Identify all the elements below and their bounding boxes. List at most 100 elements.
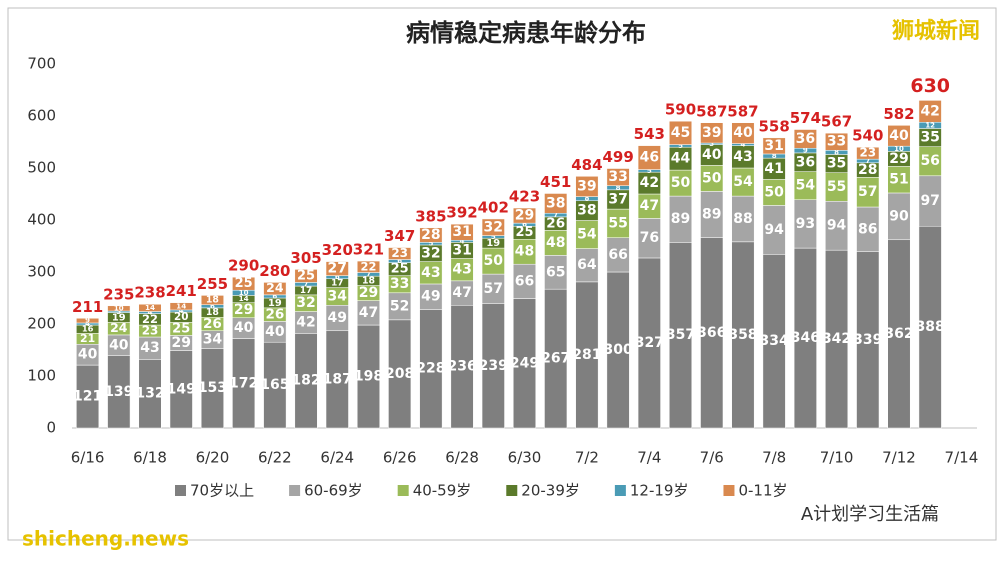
bar-segment xyxy=(107,305,131,312)
bar-segment xyxy=(669,120,693,145)
x-tick-label: 7/4 xyxy=(637,449,661,467)
segment-label: 49 xyxy=(328,310,347,326)
segment-label: 19 xyxy=(268,298,282,309)
segment-label: 57 xyxy=(484,281,503,297)
segment-label: 23 xyxy=(142,324,159,338)
total-label: 587 xyxy=(727,102,758,120)
segment-label: 342 xyxy=(822,331,851,347)
segment-label: 165 xyxy=(260,377,289,393)
bar-segment xyxy=(294,269,318,283)
segment-label: 339 xyxy=(853,332,882,348)
total-label: 574 xyxy=(790,109,821,127)
segment-label: 36 xyxy=(796,154,815,170)
segment-label: 40 xyxy=(265,324,285,340)
segment-label: 5 xyxy=(428,240,433,248)
bar-segment xyxy=(450,223,474,241)
bar-segment xyxy=(762,137,786,155)
total-label: 238 xyxy=(134,284,165,302)
legend-swatch xyxy=(506,485,518,496)
segment-label: 90 xyxy=(889,208,909,224)
segment-label: 10 xyxy=(894,145,904,153)
total-label: 235 xyxy=(103,285,134,303)
segment-label: 228 xyxy=(416,361,445,377)
x-tick-label: 6/22 xyxy=(258,449,292,467)
x-tick-label: 6/30 xyxy=(508,449,542,467)
segment-label: 153 xyxy=(198,380,227,396)
total-label: 540 xyxy=(852,127,883,145)
segment-label: 25 xyxy=(515,225,533,240)
total-label: 630 xyxy=(910,75,950,97)
bar-segment xyxy=(575,176,599,197)
segment-label: 281 xyxy=(572,347,601,363)
segment-label: 93 xyxy=(796,216,815,232)
segment-label: 6 xyxy=(522,221,527,229)
segment-label: 38 xyxy=(546,195,565,211)
segment-label: 39 xyxy=(702,125,721,141)
segment-label: 25 xyxy=(297,268,315,283)
segment-label: 49 xyxy=(421,289,440,305)
bar-segment xyxy=(544,193,568,214)
segment-label: 29 xyxy=(234,302,253,318)
segment-label: 33 xyxy=(390,276,409,292)
total-label: 402 xyxy=(478,198,509,216)
segment-label: 33 xyxy=(608,169,627,185)
segment-label: 25 xyxy=(172,321,190,336)
y-tick-label: 400 xyxy=(27,211,56,229)
segment-label: 249 xyxy=(510,355,539,371)
y-tick-label: 300 xyxy=(27,263,56,281)
bar-segment xyxy=(76,318,100,324)
bar-segment xyxy=(200,295,224,306)
segment-label: 54 xyxy=(733,174,753,190)
segment-label: 35 xyxy=(920,130,939,146)
segment-label: 35 xyxy=(827,156,846,172)
total-label: 385 xyxy=(415,207,446,225)
total-label: 241 xyxy=(166,282,197,300)
total-label: 587 xyxy=(696,102,727,120)
segment-label: 17 xyxy=(300,286,312,296)
x-tick-label: 7/6 xyxy=(700,449,724,467)
segment-label: 54 xyxy=(577,227,597,243)
segment-label: 346 xyxy=(791,330,820,346)
segment-label: 48 xyxy=(546,235,565,251)
total-label: 211 xyxy=(72,298,103,316)
segment-label: 40 xyxy=(78,347,98,363)
segment-label: 17 xyxy=(331,279,343,289)
segment-label: 32 xyxy=(484,219,503,235)
credit: A计划学习生活篇 xyxy=(801,504,939,525)
segment-label: 4 xyxy=(460,237,465,245)
segment-label: 42 xyxy=(640,175,659,191)
total-label: 582 xyxy=(883,105,914,123)
segment-label: 76 xyxy=(640,230,659,246)
segment-label: 40 xyxy=(234,320,254,336)
segment-label: 9 xyxy=(85,317,90,325)
segment-label: 37 xyxy=(608,191,627,207)
segment-label: 31 xyxy=(452,224,471,240)
segment-label: 89 xyxy=(671,211,690,227)
segment-label: 40 xyxy=(702,147,722,163)
segment-label: 236 xyxy=(447,359,476,375)
legend-swatch xyxy=(723,485,735,496)
segment-label: 29 xyxy=(515,208,534,224)
y-tick-label: 0 xyxy=(46,419,56,437)
segment-label: 28 xyxy=(858,162,877,178)
segment-label: 26 xyxy=(265,307,284,323)
segment-label: 24 xyxy=(110,320,128,335)
segment-label: 89 xyxy=(702,207,721,223)
segment-label: 31 xyxy=(452,242,471,258)
total-label: 321 xyxy=(353,241,384,259)
bar-segment xyxy=(169,302,193,311)
segment-label: 208 xyxy=(385,366,414,382)
segment-label: 5 xyxy=(491,233,496,241)
segment-label: 10 xyxy=(239,289,249,297)
segment-label: 18 xyxy=(362,275,375,286)
watermark: 狮城新闻 xyxy=(892,18,980,44)
x-tick-label: 6/24 xyxy=(320,449,354,467)
segment-label: 31 xyxy=(764,138,783,154)
segment-label: 29 xyxy=(359,285,378,301)
bar-segment xyxy=(793,129,817,149)
chart-title: 病情稳定病患年龄分布 xyxy=(406,19,646,47)
segment-label: 4 xyxy=(179,307,184,315)
bar-segment xyxy=(232,276,256,291)
total-label: 558 xyxy=(758,117,789,135)
